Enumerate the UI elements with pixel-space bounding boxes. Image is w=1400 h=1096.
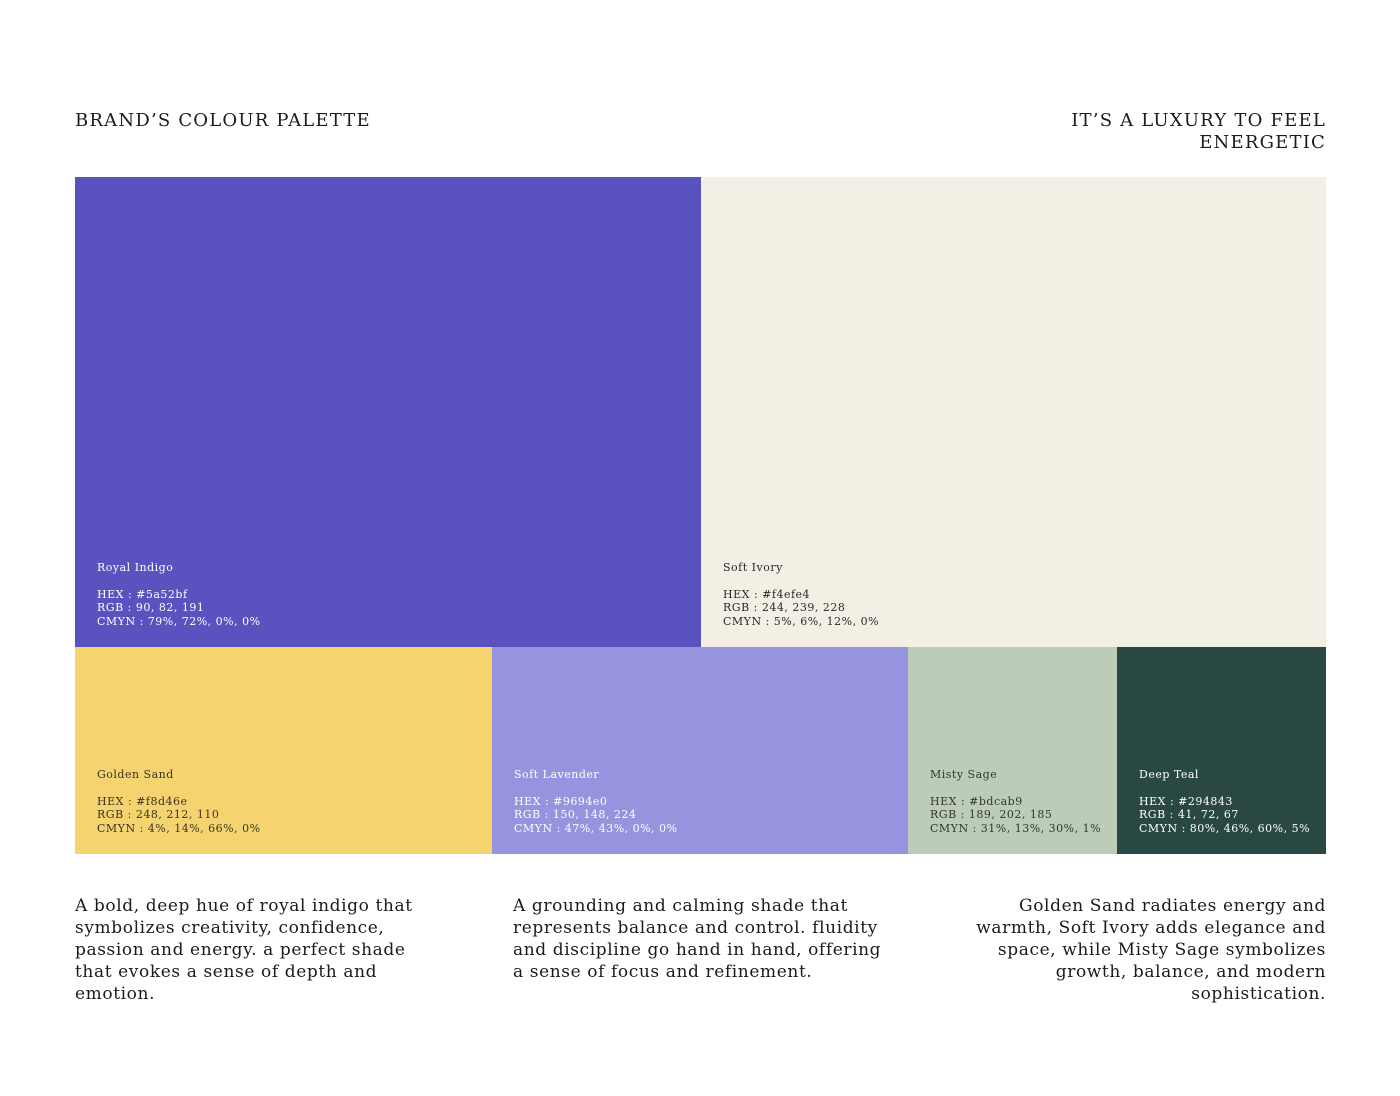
swatch-cmyk: CMYN : 31%, 13%, 30%, 1% [930,821,1102,835]
swatch-name: Soft Ivory [723,561,783,574]
swatch-info: Soft Lavender HEX : #9694e0 RGB : 150, 1… [514,768,678,835]
swatch-misty-sage: Misty Sage HEX : #bdcab9 RGB : 189, 202,… [908,647,1117,854]
swatch-soft-lavender: Soft Lavender HEX : #9694e0 RGB : 150, 1… [492,647,908,854]
swatch-golden-sand: Golden Sand HEX : #f8d46e RGB : 248, 212… [75,647,492,854]
swatch-info: Golden Sand HEX : #f8d46e RGB : 248, 212… [97,768,261,835]
colour-palette: Royal Indigo HEX : #5a52bf RGB : 90, 82,… [75,177,1326,854]
swatch-name: Deep Teal [1139,768,1199,781]
swatch-rgb: RGB : 90, 82, 191 [97,601,205,614]
swatch-info: Soft Ivory HEX : #f4efe4 RGB : 244, 239,… [723,561,879,628]
swatch-info: Misty Sage HEX : #bdcab9 RGB : 189, 202,… [930,768,1101,835]
swatch-hex: HEX : #9694e0 [514,794,608,808]
swatch-royal-indigo: Royal Indigo HEX : #5a52bf RGB : 90, 82,… [75,177,701,647]
swatch-hex: HEX : #f4efe4 [723,587,811,601]
description-supporting-colours: Golden Sand radiates energy and warmth, … [976,896,1326,1004]
swatch-rgb: RGB : 150, 148, 224 [514,808,637,821]
swatch-rgb: RGB : 244, 239, 228 [723,601,846,614]
swatch-hex: HEX : #f8d46e [97,794,188,808]
swatch-name: Soft Lavender [514,768,600,781]
swatch-soft-ivory: Soft Ivory HEX : #f4efe4 RGB : 244, 239,… [701,177,1326,647]
swatch-deep-teal: Deep Teal HEX : #294843 RGB : 41, 72, 67… [1117,647,1326,854]
swatch-name: Royal Indigo [97,561,174,574]
swatch-hex: HEX : #294843 [1139,794,1233,808]
swatch-rgb: RGB : 189, 202, 185 [930,808,1053,821]
page-title: BRAND’S COLOUR PALETTE [75,110,371,131]
swatch-cmyk: CMYN : 79%, 72%, 0%, 0% [97,614,261,628]
tagline: IT’S A LUXURY TO FEEL ENERGETIC [1071,110,1326,153]
description-lavender: A grounding and calming shade that repre… [513,896,882,982]
swatch-info: Royal Indigo HEX : #5a52bf RGB : 90, 82,… [97,561,261,628]
swatch-cmyk: CMYN : 4%, 14%, 66%, 0% [97,821,261,835]
swatch-cmyk: CMYN : 47%, 43%, 0%, 0% [514,821,678,835]
swatch-rgb: RGB : 248, 212, 110 [97,808,220,821]
swatch-cmyk: CMYN : 5%, 6%, 12%, 0% [723,614,880,628]
swatch-hex: HEX : #bdcab9 [930,794,1023,808]
swatch-cmyk: CMYN : 80%, 46%, 60%, 5% [1139,821,1311,835]
swatch-info: Deep Teal HEX : #294843 RGB : 41, 72, 67… [1139,768,1310,835]
swatch-name: Golden Sand [97,768,174,781]
swatch-rgb: RGB : 41, 72, 67 [1139,808,1239,821]
swatch-hex: HEX : #5a52bf [97,587,188,601]
swatch-name: Misty Sage [930,768,998,781]
description-royal-indigo: A bold, deep hue of royal indigo that sy… [75,896,413,1004]
